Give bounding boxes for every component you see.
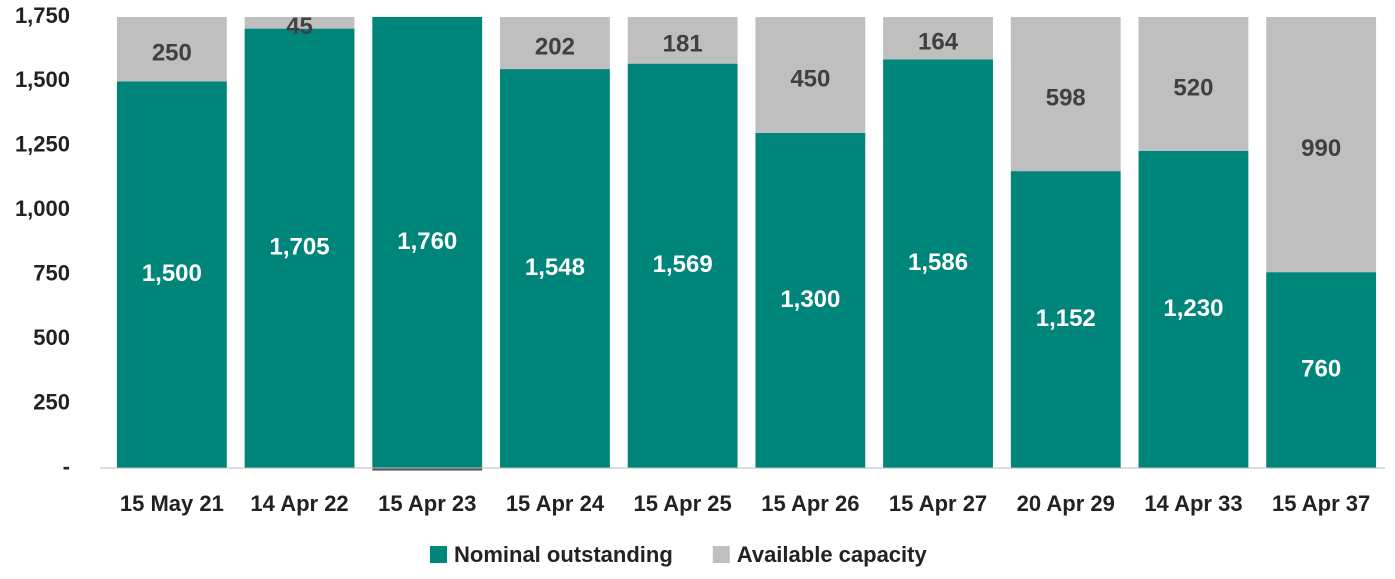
x-tick-label: 15 Apr 26 — [761, 491, 859, 516]
bar-segment — [244, 17, 355, 29]
data-label: 450 — [790, 65, 830, 92]
data-label: 164 — [918, 28, 959, 55]
data-label: 1,152 — [1036, 305, 1096, 332]
bar-segment — [883, 17, 993, 60]
data-label: 250 — [152, 40, 192, 67]
x-tick-label: 15 Apr 25 — [634, 491, 732, 516]
y-tick-label: 750 — [33, 261, 70, 286]
data-label: 1,230 — [1163, 295, 1223, 322]
plot-area — [116, 17, 1377, 471]
data-label: 1,760 — [397, 228, 457, 255]
bar-segment — [627, 63, 738, 468]
data-label: 1,705 — [270, 234, 330, 261]
x-tick-label: 20 Apr 29 — [1017, 491, 1115, 516]
bar-segment — [1266, 17, 1377, 273]
data-label: 1,569 — [653, 251, 713, 278]
y-tick-label: 1,500 — [15, 67, 70, 92]
data-label: 1,586 — [908, 249, 968, 276]
legend-label: Available capacity — [737, 542, 928, 567]
data-label: 181 — [663, 31, 703, 58]
x-tick-label: 15 Apr 24 — [506, 491, 605, 516]
y-tick-label: 500 — [33, 325, 70, 350]
data-label: 45 — [286, 13, 313, 40]
bar-segment — [1266, 272, 1377, 468]
bar-segment — [372, 468, 483, 471]
y-tick-label: 1,250 — [15, 132, 70, 157]
data-label: 1,500 — [142, 260, 202, 287]
data-label: 1,548 — [525, 254, 585, 281]
bar-segment — [1138, 151, 1249, 469]
data-label: 1,300 — [780, 286, 840, 313]
bar-segment — [1010, 171, 1121, 468]
bar-segment — [372, 17, 483, 469]
y-tick-label: 1,750 — [15, 3, 70, 28]
legend-swatch — [712, 546, 730, 563]
legend-swatch — [430, 546, 447, 563]
data-label: 202 — [535, 33, 575, 60]
bar-segment — [116, 17, 227, 82]
legend-label: Nominal outstanding — [454, 542, 673, 567]
x-tick-label: 15 Apr 23 — [378, 491, 476, 516]
data-label: 520 — [1173, 74, 1213, 101]
x-tick-label: 15 May 21 — [120, 491, 224, 516]
bar-segment — [755, 132, 866, 468]
x-tick-label: 14 Apr 22 — [250, 491, 348, 516]
y-tick-label: 1,000 — [15, 196, 70, 221]
bar-segment — [500, 69, 610, 468]
x-tick-label: 15 Apr 27 — [889, 491, 987, 516]
bar-segment — [244, 28, 355, 469]
bar-segment — [755, 17, 866, 133]
data-label: 598 — [1046, 84, 1086, 111]
y-tick-label: 250 — [33, 389, 70, 414]
y-tick-label: - — [63, 454, 70, 479]
bar-segment — [500, 17, 610, 70]
x-tick-label: 15 Apr 37 — [1272, 491, 1370, 516]
data-label: 990 — [1301, 135, 1341, 162]
bar-segment — [883, 59, 993, 469]
bar-segment — [1138, 17, 1249, 152]
bar-segment — [116, 81, 227, 468]
bar-segment — [627, 17, 738, 64]
data-label: 760 — [1301, 355, 1341, 382]
bar-segment — [1010, 17, 1121, 172]
x-tick-label: 14 Apr 33 — [1144, 491, 1242, 516]
